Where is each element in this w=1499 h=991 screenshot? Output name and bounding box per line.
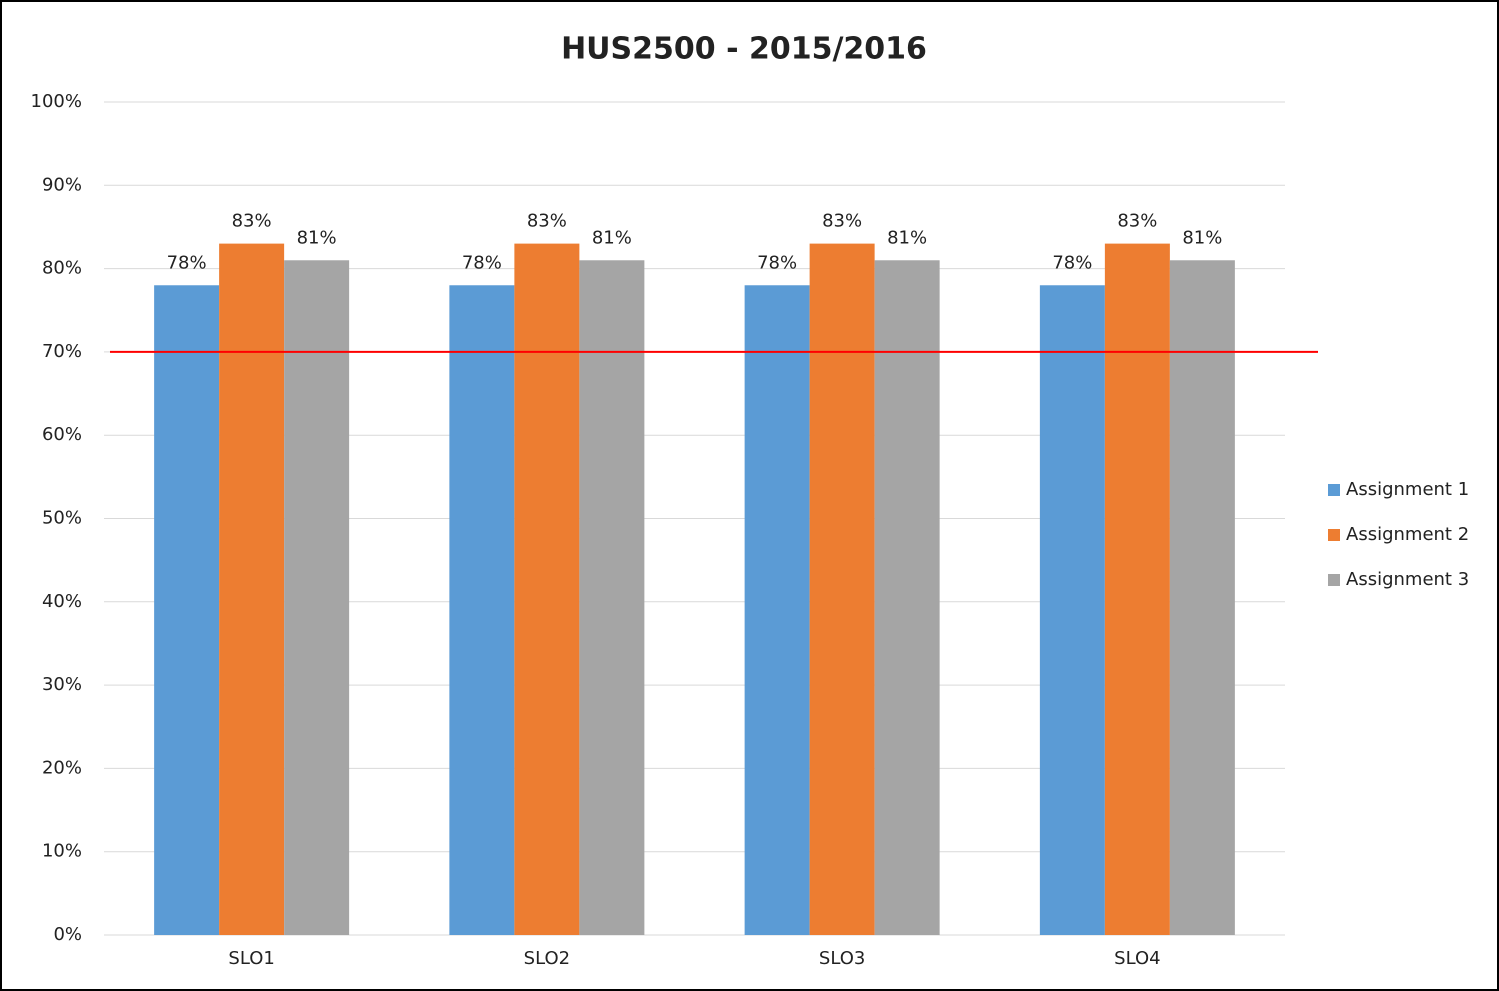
data-label: 81% — [592, 227, 632, 248]
bar — [1169, 260, 1235, 935]
bar — [449, 285, 515, 935]
x-tick-label: SLO3 — [819, 948, 865, 969]
x-tick-label: SLO4 — [1114, 948, 1160, 969]
y-tick-label: 70% — [42, 341, 82, 362]
bar — [1104, 243, 1170, 936]
legend-swatch — [1328, 574, 1340, 586]
y-tick-label: 20% — [42, 757, 82, 778]
y-tick-label: 90% — [42, 174, 82, 195]
y-tick-label: 60% — [42, 424, 82, 445]
legend-label: Assignment 1 — [1346, 479, 1469, 500]
y-tick-label: 10% — [42, 841, 82, 862]
bar — [579, 260, 645, 935]
bar — [809, 243, 875, 936]
bar — [154, 285, 220, 935]
data-label: 78% — [1052, 252, 1092, 273]
x-tick-label: SLO1 — [228, 948, 274, 969]
data-label: 83% — [527, 211, 567, 232]
data-label: 83% — [232, 211, 272, 232]
data-label: 78% — [757, 252, 797, 273]
y-tick-label: 80% — [42, 258, 82, 279]
bar — [219, 243, 285, 936]
bar — [744, 285, 810, 935]
y-tick-label: 100% — [31, 91, 82, 112]
bar — [1039, 285, 1105, 935]
y-tick-label: 30% — [42, 674, 82, 695]
legend-swatch — [1328, 484, 1340, 496]
y-tick-label: 0% — [53, 924, 82, 945]
data-label: 83% — [822, 211, 862, 232]
bar — [874, 260, 940, 935]
y-tick-label: 40% — [42, 591, 82, 612]
chart-title: HUS2500 - 2015/2016 — [561, 32, 927, 67]
data-label: 78% — [462, 252, 502, 273]
bar — [514, 243, 580, 936]
x-tick-label: SLO2 — [524, 948, 570, 969]
data-label: 83% — [1117, 211, 1157, 232]
data-label: 81% — [297, 227, 337, 248]
data-label: 81% — [887, 227, 927, 248]
bar — [284, 260, 350, 935]
data-label: 78% — [167, 252, 207, 273]
legend-label: Assignment 2 — [1346, 524, 1469, 545]
legend-label: Assignment 3 — [1346, 569, 1469, 590]
legend-swatch — [1328, 529, 1340, 541]
y-tick-label: 50% — [42, 508, 82, 529]
data-label: 81% — [1182, 227, 1222, 248]
